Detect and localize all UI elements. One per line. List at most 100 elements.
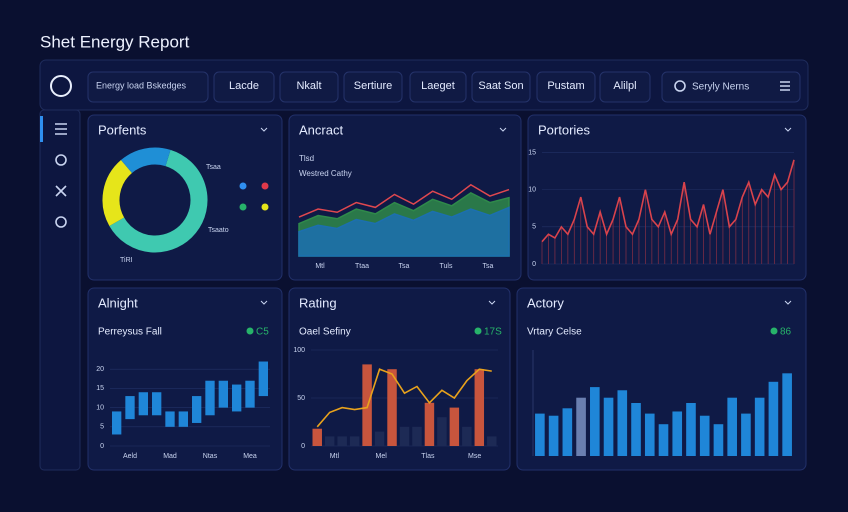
x-tick-label: Aeld [123, 453, 137, 460]
y-tick-label: 10 [96, 404, 104, 411]
toolbar-label: Nkalt [296, 80, 321, 92]
bar [741, 413, 751, 456]
badge: 86 [780, 327, 792, 338]
bar [782, 373, 792, 456]
toolbar-button[interactable] [471, 71, 531, 103]
sidebar [39, 109, 81, 471]
bar [713, 424, 724, 456]
bar [603, 397, 614, 456]
x-tick-label: Ntas [203, 453, 218, 460]
filter-icon[interactable] [780, 81, 790, 91]
y-tick-label: 15 [96, 385, 104, 392]
bar [658, 424, 669, 456]
toolbar-button[interactable] [536, 71, 596, 103]
x-tick-label: Mea [243, 453, 257, 460]
bar [768, 381, 779, 456]
panel-menu[interactable] [488, 300, 496, 305]
bar [449, 407, 460, 446]
panel-menu[interactable] [499, 127, 507, 132]
active-indicator [40, 116, 43, 142]
panel-subtitle: Oael Sefiny [299, 327, 351, 338]
toolbar-button[interactable] [87, 71, 209, 103]
legend-dot [261, 182, 269, 190]
range-bar [165, 411, 175, 427]
x-tick-label: Mse [468, 453, 481, 460]
menu-icon[interactable] [55, 123, 67, 135]
y-tick-label: 15 [528, 149, 536, 156]
bar [337, 436, 347, 446]
panel-menu[interactable] [784, 300, 792, 305]
x-tick-label: Ttaa [355, 263, 369, 270]
donut-label: TiRI [120, 257, 133, 264]
toolbar-button[interactable] [279, 71, 339, 103]
range-bar [152, 392, 162, 416]
toolbar-button[interactable] [213, 71, 275, 103]
page-title: Shet Energy Report [40, 32, 190, 51]
y-tick-label: 50 [297, 395, 305, 402]
bar [754, 397, 765, 456]
search-placeholder: Seryly Nerns [692, 82, 749, 93]
line [316, 368, 492, 428]
x-tick-label: Mad [163, 453, 177, 460]
bar [412, 426, 422, 446]
y-tick-label: 5 [100, 424, 104, 431]
panel-menu[interactable] [260, 127, 268, 132]
x-tick-label: Tsa [483, 263, 494, 270]
y-tick-label: 0 [301, 443, 305, 450]
y-tick-label: 0 [532, 261, 536, 268]
panel-subtitle: Vrtary Celse [527, 327, 582, 338]
badge-dot [246, 327, 254, 335]
donut-label: Tsaato [208, 227, 229, 234]
toolbar-button[interactable] [409, 71, 467, 103]
range-bar [205, 380, 215, 416]
donut-label: Tsaa [206, 164, 221, 171]
bar [462, 426, 472, 446]
nav-icon[interactable] [55, 185, 67, 197]
panel-title: Porfents [98, 122, 147, 137]
panel-menu[interactable] [784, 127, 792, 132]
bar [349, 436, 360, 446]
donut-segment [109, 149, 208, 253]
search-box[interactable] [661, 71, 801, 103]
x-tick-label: Tuls [440, 263, 453, 270]
toolbar-button[interactable] [343, 71, 403, 103]
range-bar [258, 361, 268, 397]
toolbar-label: Laeget [421, 80, 455, 92]
bar [631, 403, 641, 456]
bar [535, 413, 545, 456]
legend-dot [261, 203, 269, 211]
legend-dot [239, 203, 247, 211]
panel-menu[interactable] [260, 300, 268, 305]
toolbar-button[interactable] [599, 71, 651, 103]
y-tick-label: 10 [528, 186, 536, 193]
x-tick-label: Mtl [330, 453, 340, 460]
panel-subtitle: Perreysus Fall [98, 327, 162, 338]
logo[interactable] [50, 75, 72, 97]
y-tick-label: 100 [293, 347, 305, 354]
bar [644, 413, 655, 456]
nav-icon[interactable] [55, 216, 67, 228]
bar [590, 387, 600, 456]
y-tick-label: 0 [100, 443, 104, 450]
bar [374, 431, 385, 446]
toolbar-label: Pustam [547, 80, 584, 92]
x-tick-label: Mel [375, 453, 387, 460]
range-bar [232, 384, 242, 412]
panel-title: Rating [299, 295, 337, 310]
search-icon [674, 80, 686, 92]
toolbar-label: Sertiure [354, 80, 393, 92]
line [298, 183, 510, 218]
nav-icon[interactable] [55, 154, 67, 166]
y-tick-label: 5 [532, 224, 536, 231]
bar [617, 390, 628, 456]
bar [424, 402, 435, 446]
panel-title: Portories [538, 122, 591, 137]
bar [727, 397, 737, 456]
toolbar-label: Lacde [229, 80, 259, 92]
toolbar-label: Saat Son [478, 80, 523, 92]
bar [312, 428, 322, 446]
bar [437, 417, 447, 446]
panel [87, 287, 283, 471]
area [298, 206, 510, 257]
